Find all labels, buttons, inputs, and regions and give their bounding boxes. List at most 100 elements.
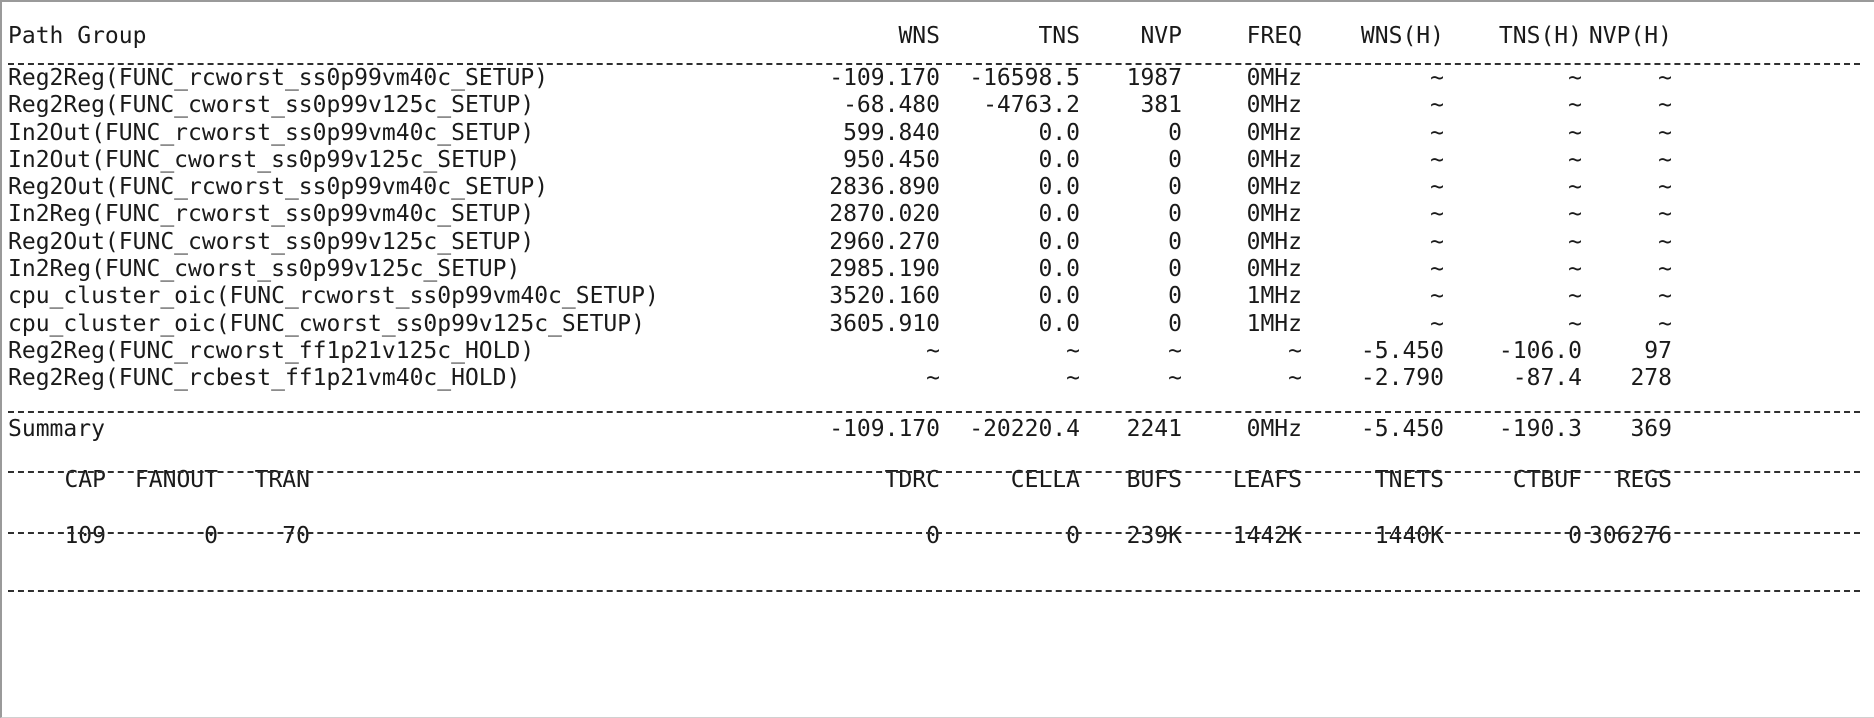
dashed-separator — [8, 532, 1860, 534]
cell-tns-h: -106.0 — [1498, 337, 1582, 364]
cell-tns-h: ~ — [1568, 174, 1582, 201]
path-group-row: Reg2Out(FUNC_cworst_ss0p99v125c_SETUP) 29… — [8, 229, 1868, 256]
cell-tns: -4763.2 — [983, 92, 1080, 119]
cell-nvp-h: 97 — [1644, 337, 1672, 364]
stats-values-row: 109 0 70 0 0 239K 1442K 1440K 0 306276 — [8, 520, 1868, 554]
stats-cella: 0 — [1066, 522, 1080, 549]
cell-nvp-h: ~ — [1658, 146, 1672, 173]
cell-nvp-h: ~ — [1658, 201, 1672, 228]
stats-header-tdrc: TDRC — [884, 467, 940, 494]
path-group-row: Reg2Reg(FUNC_rcbest_ff1p21vm40c_HOLD) ~ ~ ~… — [8, 365, 1868, 392]
cell-tns: ~ — [1066, 365, 1080, 392]
cell-nvp-h: ~ — [1658, 256, 1672, 283]
cell-path-group: In2Out(FUNC_cworst_ss0p99v125c_SETUP) — [8, 146, 521, 173]
cell-nvp-h: ~ — [1658, 65, 1672, 91]
cell-tns-h: ~ — [1568, 256, 1582, 283]
path-group-row: In2Out(FUNC_cworst_ss0p99v125c_SETUP) 950… — [8, 147, 1868, 174]
stats-tdrc: 0 — [926, 522, 940, 549]
stats-header-cella: CELLA — [1010, 467, 1080, 494]
cell-wns: ~ — [926, 365, 940, 392]
summary-wns-h: -5.450 — [1360, 415, 1444, 442]
stats-ctbuf: 0 — [1568, 522, 1582, 549]
cell-tns: 0.0 — [1038, 174, 1080, 201]
cell-path-group: In2Reg(FUNC_rcworst_ss0p99vm40c_SETUP) — [8, 201, 535, 228]
cell-nvp-h: ~ — [1658, 310, 1672, 337]
cell-wns-h: ~ — [1430, 228, 1444, 255]
stats-header-tran: TRAN — [254, 467, 310, 494]
path-group-row: Reg2Out(FUNC_rcworst_ss0p99vm40c_SETUP) 2… — [8, 174, 1868, 201]
stats-header-bufs: BUFS — [1126, 467, 1182, 494]
cell-path-group: Reg2Out(FUNC_cworst_ss0p99v125c_SETUP) — [8, 228, 535, 255]
cell-nvp: 0 — [1168, 310, 1182, 337]
cell-wns-h: -5.450 — [1360, 337, 1444, 364]
cell-nvp-h: ~ — [1658, 228, 1672, 255]
cell-tns-h: ~ — [1568, 146, 1582, 173]
cell-wns: 2960.270 — [829, 228, 940, 255]
cell-tns: -16598.5 — [969, 65, 1080, 91]
cell-tns-h: ~ — [1568, 201, 1582, 228]
cell-tns: 0.0 — [1038, 283, 1080, 310]
cell-nvp: 0 — [1168, 228, 1182, 255]
header-nvp: NVP — [1140, 23, 1182, 49]
cell-path-group: Reg2Out(FUNC_rcworst_ss0p99vm40c_SETUP) — [8, 174, 549, 201]
stats-header-row: CAP FANOUT TRAN TDRC CELLA BUFS LEAFS TN… — [8, 464, 1868, 498]
cell-path-group: Reg2Reg(FUNC_cworst_ss0p99v125c_SETUP) — [8, 92, 535, 119]
cell-tns-h: ~ — [1568, 92, 1582, 119]
cell-nvp: 0 — [1168, 146, 1182, 173]
header-wns: WNS — [898, 23, 940, 49]
cell-tns: 0.0 — [1038, 146, 1080, 173]
cell-wns: ~ — [926, 337, 940, 364]
cell-freq: 0MHz — [1246, 174, 1302, 201]
stats-header-leafs: LEAFS — [1232, 467, 1302, 494]
cell-tns-h: ~ — [1568, 119, 1582, 146]
cell-path-group: In2Out(FUNC_rcworst_ss0p99vm40c_SETUP) — [8, 119, 535, 146]
summary-wns: -109.170 — [829, 415, 940, 442]
cell-nvp: ~ — [1168, 365, 1182, 392]
cell-nvp-h: ~ — [1658, 174, 1672, 201]
header-path-group: Path Group — [8, 23, 147, 49]
cell-tns-h: ~ — [1568, 283, 1582, 310]
header-tns-h: TNS(H) — [1498, 23, 1582, 49]
cell-path-group: In2Reg(FUNC_cworst_ss0p99v125c_SETUP) — [8, 256, 521, 283]
header-wns-h: WNS(H) — [1360, 23, 1444, 49]
summary-nvp: 2241 — [1126, 415, 1182, 442]
cell-nvp: 0 — [1168, 201, 1182, 228]
path-group-row: Reg2Reg(FUNC_rcworst_ss0p99vm40c_SETUP) -… — [8, 65, 1868, 92]
cell-path-group: Reg2Reg(FUNC_rcbest_ff1p21vm40c_HOLD) — [8, 365, 521, 392]
summary-tns-h: -190.3 — [1498, 415, 1582, 442]
cell-wns: 3605.910 — [829, 310, 940, 337]
cell-nvp-h: 278 — [1630, 365, 1672, 392]
cell-nvp: 0 — [1168, 256, 1182, 283]
path-group-row: In2Reg(FUNC_cworst_ss0p99v125c_SETUP) 298… — [8, 256, 1868, 283]
summary-row: Summary -109.170 -20220.4 2241 0MHz -5.4… — [8, 413, 1868, 447]
cell-freq: ~ — [1288, 365, 1302, 392]
cell-freq: 0MHz — [1246, 146, 1302, 173]
cell-wns: 3520.160 — [829, 283, 940, 310]
cell-wns-h: ~ — [1430, 92, 1444, 119]
cell-freq: 0MHz — [1246, 228, 1302, 255]
cell-freq: 0MHz — [1246, 201, 1302, 228]
dashed-separator — [8, 411, 1860, 413]
cell-nvp: 381 — [1140, 92, 1182, 119]
path-group-row: In2Out(FUNC_rcworst_ss0p99vm40c_SETUP) 59… — [8, 120, 1868, 147]
cell-wns-h: ~ — [1430, 146, 1444, 173]
path-group-row: cpu_cluster_oic(FUNC_cworst_ss0p99v125c_… — [8, 311, 1868, 338]
path-group-row: In2Reg(FUNC_rcworst_ss0p99vm40c_SETUP) 28… — [8, 201, 1868, 228]
cell-freq: 0MHz — [1246, 256, 1302, 283]
cell-tns: ~ — [1066, 337, 1080, 364]
cell-nvp-h: ~ — [1658, 283, 1672, 310]
header-freq: FREQ — [1246, 23, 1302, 49]
summary-label: Summary — [8, 415, 105, 442]
cell-nvp: 1987 — [1126, 65, 1182, 91]
stats-header-regs: REGS — [1616, 467, 1672, 494]
stats-fanout: 0 — [204, 522, 218, 549]
cell-wns-h: ~ — [1430, 283, 1444, 310]
stats-cap: 109 — [64, 522, 106, 549]
cell-tns: 0.0 — [1038, 119, 1080, 146]
cell-freq: 0MHz — [1246, 92, 1302, 119]
path-group-row: Reg2Reg(FUNC_rcworst_ff1p21v125c_HOLD) ~ ~… — [8, 338, 1868, 365]
cell-tns: 0.0 — [1038, 228, 1080, 255]
stats-tnets: 1440K — [1374, 522, 1444, 549]
cell-path-group: cpu_cluster_oic(FUNC_rcworst_ss0p99vm40c… — [8, 283, 659, 310]
cell-nvp: 0 — [1168, 283, 1182, 310]
